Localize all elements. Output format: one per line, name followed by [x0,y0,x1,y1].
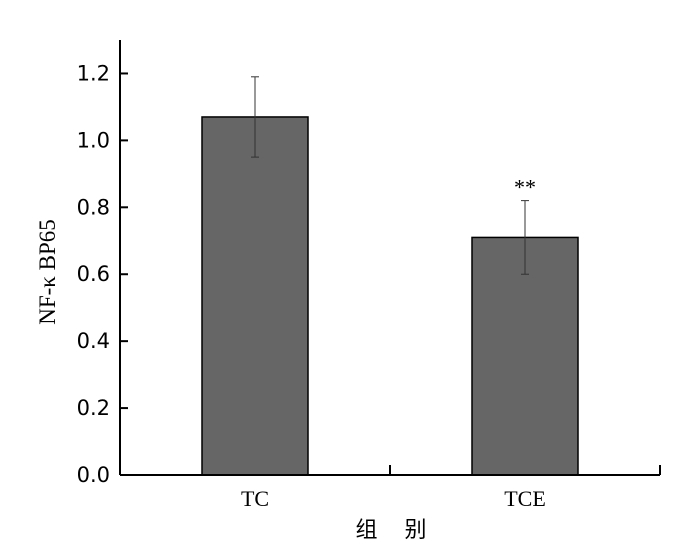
x-tick-label: TC [241,486,269,511]
error-bars-layer [251,76,529,275]
x-tick-labels: TC TCE [241,486,546,511]
y-tick-label: 1.0 [77,128,110,152]
x-ticks [389,465,661,475]
bars-layer [201,116,579,476]
y-tick-label: 0.6 [77,262,110,286]
x-tick-label: TCE [504,486,546,511]
y-tick-label: 1.2 [77,61,110,85]
x-axis-title: 组 别 [356,518,437,543]
significance-annotation: ** [514,175,536,200]
y-tick-label: 0.2 [77,396,110,420]
bar-tce [471,236,579,476]
y-ticks: 0.0 0.2 0.4 0.6 0.8 1.0 1.2 [77,61,128,487]
y-tick-label: 0.8 [77,195,110,219]
annotations-layer: ** [514,175,536,200]
bar-tc [201,116,309,476]
y-tick-label: 0.4 [77,329,110,353]
y-axis-title: NF-κ BP65 [35,219,60,325]
y-tick-label: 0.0 [77,463,110,487]
